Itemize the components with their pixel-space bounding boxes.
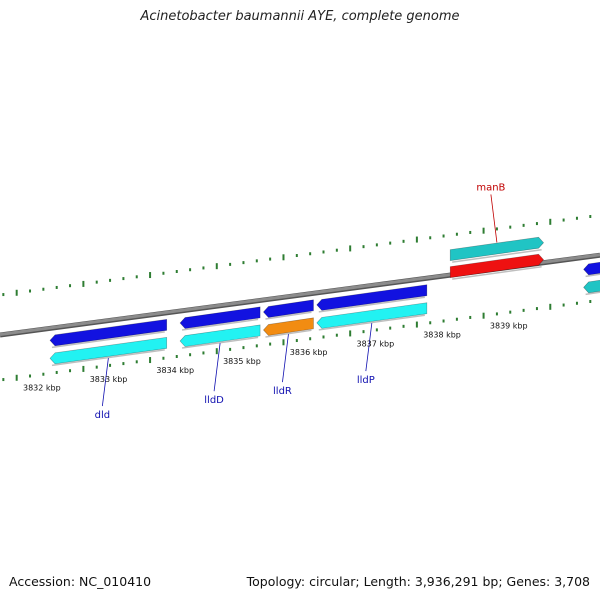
gene-g7 [263,299,314,318]
label-leader-lldD [213,343,221,392]
label-leader-manB [490,194,498,243]
gene-lldR [263,317,314,336]
gene-label-lldP: lldP [357,375,375,386]
gene-features [49,236,600,367]
gene-g12 [449,253,544,278]
accession-text: Accession: NC_010410 [9,574,152,589]
gene-label-dld: dld [95,410,110,421]
gene-g14 [583,279,600,294]
gene-g5-shadow [181,318,259,331]
gene-g7-shadow [265,311,312,320]
scale-label-3834: 3834 kbp [156,366,194,375]
gene-lldD-shadow [181,336,259,349]
gene-lldP-shadow [318,314,425,331]
gene-manB [449,236,544,261]
scale-label-3835: 3835 kbp [223,357,261,366]
scale-label-3839: 3839 kbp [490,322,528,331]
lower-tick-ring [2,299,592,382]
gene-label-lldD: lldD [204,395,224,406]
gene-g13-shadow [585,273,600,278]
gene-label-manB: manB [476,182,505,193]
label-leader-dld [101,358,109,407]
gene-lldP [316,302,428,329]
gene-g13 [583,261,600,276]
label-leader-lldP [365,322,373,372]
scale-label-3833: 3833 kbp [90,375,128,384]
gene-g3 [49,318,168,347]
gene-lldR-shadow [265,329,312,338]
gene-g9-shadow [318,296,425,313]
gene-lldD [179,324,261,347]
scale-labels: 3832 kbp 3833 kbp 3834 kbp 3835 kbp 3836 kbp… [23,322,528,393]
gene-labels: dld lldD lldR lldP manB [95,182,506,421]
topology-text: Topology: circular; Length: 3,936,291 bp… [246,574,590,589]
map-title: Acinetobacter baumannii AYE, complete ge… [140,9,460,24]
gene-g12-shadow [452,265,542,280]
gene-manB-shadow [452,248,542,263]
scale-label-3836: 3836 kbp [290,348,328,357]
gene-label-lldR: lldR [273,386,292,397]
gene-g3-shadow [51,331,165,349]
gene-g9 [316,284,428,311]
scale-label-3838: 3838 kbp [423,330,461,339]
gene-g14-shadow [585,291,600,296]
gene-g5 [179,306,261,329]
scale-label-3832: 3832 kbp [23,384,61,393]
gene-dld [49,336,168,365]
upper-tick-ring [2,214,592,297]
gene-dld-shadow [51,349,165,367]
scale-label-3837: 3837 kbp [357,339,395,348]
label-leader-lldR [282,334,289,383]
